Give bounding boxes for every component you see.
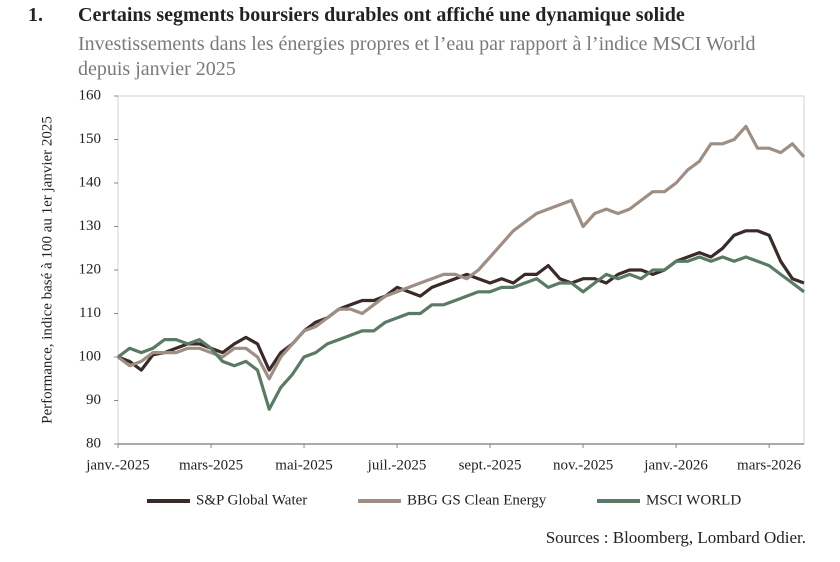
legend-label: BBG GS Clean Energy (407, 492, 547, 508)
chart-title: Certains segments boursiers durables ont… (78, 4, 685, 26)
x-tick-label: janv.-2026 (643, 457, 708, 473)
y-tick-label: 110 (79, 305, 101, 321)
series-line (117, 255, 805, 411)
x-tick-label: sept.-2025 (459, 457, 522, 473)
x-tick-label: mai-2025 (275, 457, 333, 473)
y-tick-label: 130 (79, 218, 102, 234)
x-tick-label: mars-2026 (737, 457, 802, 473)
series-line (117, 229, 805, 372)
legend-label: S&P Global Water (196, 492, 307, 508)
y-tick-label: 160 (79, 87, 102, 103)
x-tick-label: nov.-2025 (553, 457, 613, 473)
y-tick-label: 90 (86, 392, 101, 408)
x-tick-label: juil.-2025 (367, 457, 427, 473)
y-axis-label: Performance, indice basé à 100 au 1er ja… (39, 116, 55, 424)
series-line (117, 124, 806, 381)
y-tick-label: 150 (79, 131, 102, 147)
x-tick-label: janv.-2025 (85, 457, 150, 473)
y-tick-label: 140 (79, 174, 102, 190)
figure-number: 1. (28, 4, 43, 26)
chart-subtitle: Investissements dans les énergies propre… (78, 33, 756, 80)
plot-frame (117, 95, 805, 445)
y-tick-label: 80 (86, 435, 101, 451)
source: Sources : Bloomberg, Lombard Odier. (546, 528, 806, 547)
x-tick-label: mars-2025 (179, 457, 243, 473)
y-tick-label: 120 (79, 261, 102, 277)
legend-label: MSCI WORLD (646, 492, 741, 508)
y-tick-label: 100 (79, 348, 102, 364)
